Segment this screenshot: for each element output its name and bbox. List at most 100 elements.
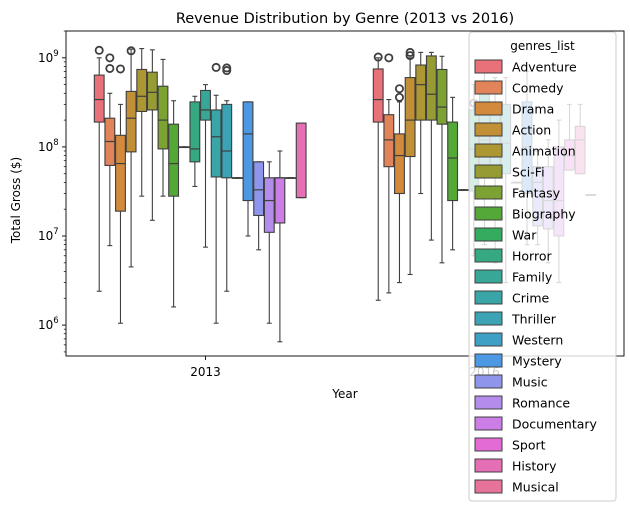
outlier-point [126, 46, 136, 56]
box-body [136, 68, 148, 113]
box-animation-2013 [136, 48, 148, 197]
legend-item: Biography [474, 206, 576, 222]
y-tick-label-exponent: 7 [53, 227, 58, 237]
legend-label: Drama [512, 102, 554, 117]
box-body [274, 177, 286, 224]
legend-swatch [474, 416, 503, 431]
legend-item: Crime [474, 290, 550, 306]
y-tick-label-base: 10 [38, 318, 53, 332]
box-body [157, 85, 169, 150]
box-sci-fi-2013 [146, 49, 158, 221]
legend-swatch [474, 80, 503, 95]
legend-label: Mystery [512, 354, 562, 369]
y-tick-label-exponent: 6 [53, 316, 58, 326]
box-body [200, 89, 211, 121]
legend-swatch [474, 332, 503, 347]
box-body [125, 90, 137, 153]
box-western-2013 [231, 177, 243, 179]
box-body [253, 161, 265, 217]
box-war-2016 [457, 189, 469, 191]
outlier-point [211, 62, 221, 72]
box-body [447, 121, 459, 202]
legend-label: Action [512, 123, 551, 138]
legend-label: Adventure [512, 60, 577, 75]
legend-label: Comedy [512, 81, 564, 96]
legend-swatch [474, 353, 503, 368]
legend-label: Crime [512, 291, 550, 306]
legend-item: Horror [474, 248, 552, 264]
box-biography-2013 [168, 100, 180, 308]
legend-item: Fantasy [474, 185, 561, 201]
legend-item: Drama [474, 101, 554, 117]
x-tick-label: 2013 [190, 365, 221, 379]
box-action-2016 [404, 47, 416, 276]
box-adventure-2013 [93, 45, 105, 292]
box-action-2013 [125, 46, 137, 268]
outlier-point [105, 63, 115, 73]
legend-label: Biography [512, 207, 576, 222]
legend-item: Family [474, 269, 553, 285]
box-crime-2013 [210, 62, 222, 324]
box-biography-2016 [447, 96, 459, 251]
legend-swatch [474, 59, 503, 74]
legend-swatch [474, 248, 503, 263]
outlier-point [94, 45, 104, 55]
box-thriller-2013 [221, 63, 233, 292]
box-body [242, 101, 254, 202]
legend-item: Music [474, 374, 548, 390]
box-documentary-2013 [274, 150, 286, 343]
legend-label: Fantasy [512, 186, 561, 201]
y-tick-label: 108 [38, 138, 59, 154]
legend-label: War [512, 228, 537, 243]
box-body [425, 55, 437, 121]
legend-swatch [474, 374, 503, 389]
outlier-point [405, 47, 415, 57]
outlier-point [394, 84, 404, 94]
legend-item: Sport [474, 437, 546, 453]
legend-label: History [512, 459, 557, 474]
y-axis-label: Total Gross ($) [9, 157, 23, 244]
legend-item: Musical [474, 479, 559, 495]
box-animation-2016 [415, 51, 427, 195]
box-body [372, 68, 384, 123]
legend-swatch [474, 227, 503, 242]
legend-swatch [474, 206, 503, 221]
legend-item: Western [474, 332, 563, 348]
x-axis-label: Year [331, 387, 357, 401]
box-romance-2013 [263, 161, 275, 324]
y-tick-label: 107 [38, 227, 59, 243]
legend-label: Sport [512, 438, 546, 453]
y-tick-label-base: 10 [38, 51, 53, 65]
box-body [93, 74, 105, 123]
y-tick-label-exponent: 9 [53, 49, 58, 59]
legend: genres_list Adventure Comedy Drama Action Ani… [468, 31, 617, 502]
box-drama-2013 [115, 64, 126, 324]
legend-label: Sci-Fi [512, 165, 545, 180]
legend-swatch [474, 143, 503, 158]
box-horror-2013 [189, 95, 201, 187]
legend-swatch [474, 311, 503, 326]
box-body [210, 109, 222, 178]
y-tick-label-base: 10 [38, 140, 53, 154]
legend-swatch [474, 395, 503, 410]
y-tick-label-base: 10 [38, 229, 53, 243]
box-mystery-2013 [242, 101, 254, 237]
outlier-point [115, 64, 125, 74]
chart-title: Revenue Distribution by Genre (2013 vs 2… [176, 11, 514, 27]
y-tick-label: 106 [38, 316, 59, 332]
box-war-2013 [178, 146, 190, 149]
box-body [221, 103, 233, 179]
box-body [263, 177, 275, 233]
legend-label: Horror [512, 249, 552, 264]
box-body [189, 101, 201, 163]
legend-swatch [474, 185, 503, 200]
outlier-point [373, 52, 383, 62]
box-comedy-2016 [383, 53, 395, 294]
legend-swatch [474, 479, 503, 494]
legend-item: History [474, 458, 557, 474]
legend-item: Comedy [474, 80, 564, 96]
box-body [383, 114, 395, 168]
legend-item: Romance [474, 395, 570, 411]
box-body [394, 133, 405, 195]
